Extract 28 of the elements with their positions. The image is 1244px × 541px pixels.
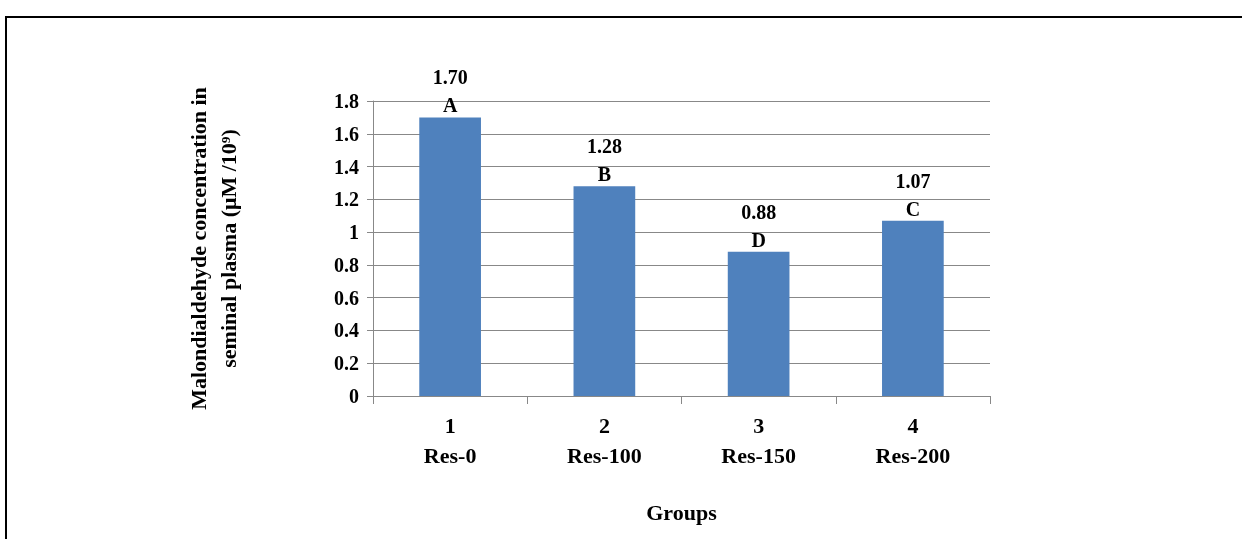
- bar: [727, 251, 790, 396]
- y-tick-label: 0.4: [334, 319, 359, 342]
- annotation: D: [751, 228, 766, 251]
- bar: [419, 117, 481, 396]
- annotation: A: [442, 94, 458, 117]
- y-tick-label: 1: [349, 221, 359, 244]
- y-axis-title: Malondialdehyde concentration in seminal plasma (μM /10⁹): [185, 87, 241, 410]
- data-label: 1.28: [586, 135, 622, 158]
- y-tick-label: 0.6: [334, 286, 359, 309]
- data-label: 1.07: [895, 169, 931, 192]
- data-label: 0.88: [741, 200, 777, 223]
- x-tick-label: 2 Res-100: [567, 412, 642, 468]
- y-tick-label: 0: [349, 385, 359, 407]
- y-tick-label: 1.4: [334, 155, 359, 178]
- annotation: C: [905, 197, 921, 220]
- y-tick-label: 1.2: [334, 188, 359, 211]
- data-label: 1.70: [432, 66, 468, 89]
- y-tick-label: 0.2: [334, 352, 359, 375]
- bar: [573, 186, 636, 396]
- x-tick-label: 3 Res-150: [721, 412, 796, 468]
- x-axis-title: Groups: [646, 499, 718, 525]
- annotation: B: [597, 163, 612, 186]
- x-tick-label: 1 Res-0: [423, 412, 477, 468]
- y-tick-label: 1.8: [334, 90, 359, 112]
- x-tick-label: 4 Res-200: [875, 412, 951, 468]
- y-tick-label: 0.8: [334, 253, 359, 276]
- bar: [882, 220, 944, 396]
- y-tick-label: 1.6: [334, 122, 359, 145]
